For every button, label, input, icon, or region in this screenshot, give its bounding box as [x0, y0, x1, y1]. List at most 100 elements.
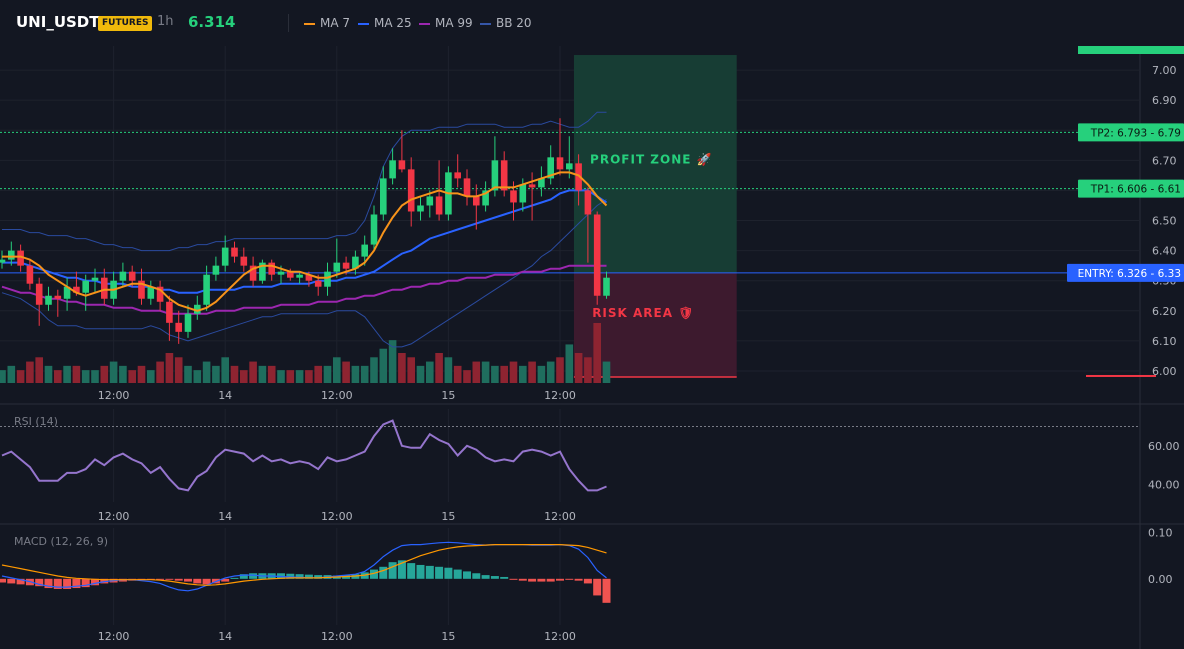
volume-bar: [416, 365, 425, 383]
entry-tag-background: [1067, 263, 1184, 282]
macd-histogram-bar: [453, 569, 462, 579]
macd-title: MACD (12, 26, 9): [14, 535, 108, 548]
candle-body: [45, 295, 52, 305]
macd-histogram-bar: [81, 578, 90, 588]
volume-bar: [81, 370, 90, 383]
candle-body: [296, 274, 303, 278]
legend-ma99-swatch: [419, 22, 430, 25]
macd-histogram-bar: [165, 578, 174, 580]
macd-histogram-bar: [239, 574, 248, 579]
risk-zone: [573, 272, 737, 377]
candle-body: [73, 286, 80, 293]
futures-badge: FUTURES: [98, 16, 153, 31]
volume-bar: [537, 365, 546, 383]
time-tick-label: 12:00: [98, 630, 130, 643]
legend-bb20-label: BB 20: [496, 16, 532, 30]
rsi-line: [1, 419, 607, 492]
volume-bar: [267, 365, 276, 383]
legend-ma99-label: MA 99: [435, 16, 473, 30]
macd-histogram-bar: [53, 578, 62, 589]
candle-body: [361, 244, 368, 257]
candle-body: [593, 214, 601, 296]
macd-histogram-bar: [518, 578, 527, 581]
macd-histogram-bar: [425, 565, 434, 579]
price-tick-label: 6.70: [1152, 154, 1177, 167]
macd-histogram-bar: [537, 578, 546, 582]
volume-bar: [509, 361, 518, 383]
candle-body: [463, 178, 471, 197]
price-tick-label: 6.10: [1152, 335, 1177, 348]
candle-body: [491, 160, 499, 191]
volume-bar: [202, 361, 211, 383]
macd-histogram-bar: [16, 578, 25, 585]
candle-body: [35, 283, 43, 305]
legend-ma7[interactable]: MA 7: [304, 16, 350, 30]
volume-bar: [165, 353, 174, 383]
profit-zone-label: PROFIT ZONE 🚀: [590, 152, 713, 166]
macd-histogram-bar: [602, 578, 611, 603]
timeframe-label[interactable]: 1h: [157, 14, 174, 29]
volume-bar: [602, 361, 611, 383]
legend-ma25-swatch: [358, 22, 369, 25]
time-tick-label: 12:00: [98, 510, 130, 523]
candle-body: [249, 265, 257, 281]
legend-ma25[interactable]: MA 25: [358, 16, 412, 30]
candle-body: [352, 256, 359, 269]
tp2-tag-label: TP2: 6.793 - 6.79: [1090, 127, 1181, 139]
volume-bar: [72, 365, 81, 383]
macd-histogram-bar: [556, 578, 564, 581]
header-separator: [288, 14, 289, 32]
volume-bar: [323, 365, 332, 383]
candle-body: [63, 286, 71, 299]
macd-histogram-bar: [7, 578, 16, 584]
candle-body: [26, 265, 34, 284]
macd-tick-label: 0.00: [1148, 573, 1173, 586]
upper-target-marker: [1078, 46, 1184, 54]
price-tick-label: 6.90: [1152, 94, 1177, 107]
macd-histogram-bar: [286, 573, 295, 579]
candle-body: [287, 271, 294, 278]
bb-lower-line: [1, 199, 607, 348]
tp1-tag-label: TP1: 6.606 - 6.61: [1090, 184, 1181, 196]
volume-bar: [249, 361, 257, 383]
volume-bar: [314, 365, 322, 383]
macd-histogram-bar: [314, 575, 323, 579]
volume-bar: [556, 357, 564, 383]
macd-histogram-bar: [416, 564, 425, 579]
macd-histogram-bar: [509, 578, 518, 580]
candle-body: [203, 274, 210, 305]
volume-bar: [258, 365, 267, 383]
volume-bar: [54, 370, 62, 383]
time-tick-label: 15: [441, 630, 455, 643]
volume-bar: [295, 370, 304, 383]
volume-bar: [0, 370, 6, 383]
volume-bar: [463, 370, 471, 383]
macd-histogram-bar: [44, 578, 53, 589]
candle-body: [138, 280, 145, 299]
candle-body: [82, 280, 89, 293]
candle-body: [268, 262, 275, 275]
macd-histogram-bar: [249, 573, 258, 579]
candle-body: [528, 184, 536, 188]
volume-bar: [593, 323, 601, 383]
price-tick-label: 6.20: [1152, 305, 1177, 318]
volume-bar: [370, 357, 378, 383]
legend-ma25-label: MA 25: [374, 16, 412, 30]
candle-body: [575, 163, 582, 191]
candle-body: [175, 322, 182, 332]
rsi-title: RSI (14): [14, 415, 58, 428]
macd-histogram-bar: [91, 578, 99, 586]
macd-histogram-bar: [407, 563, 416, 579]
volume-bar: [193, 370, 202, 383]
macd-histogram-bar: [72, 578, 81, 589]
volume-bar: [546, 361, 555, 383]
candle-body: [566, 163, 573, 170]
volume-bar: [472, 361, 481, 383]
legend-ma99[interactable]: MA 99: [419, 16, 473, 30]
volume-bar: [388, 340, 397, 383]
macd-histogram-bar: [202, 578, 211, 585]
legend-bb20[interactable]: BB 20: [480, 16, 532, 30]
symbol-name[interactable]: UNI_USDT: [16, 13, 100, 31]
volume-bar: [128, 370, 136, 383]
